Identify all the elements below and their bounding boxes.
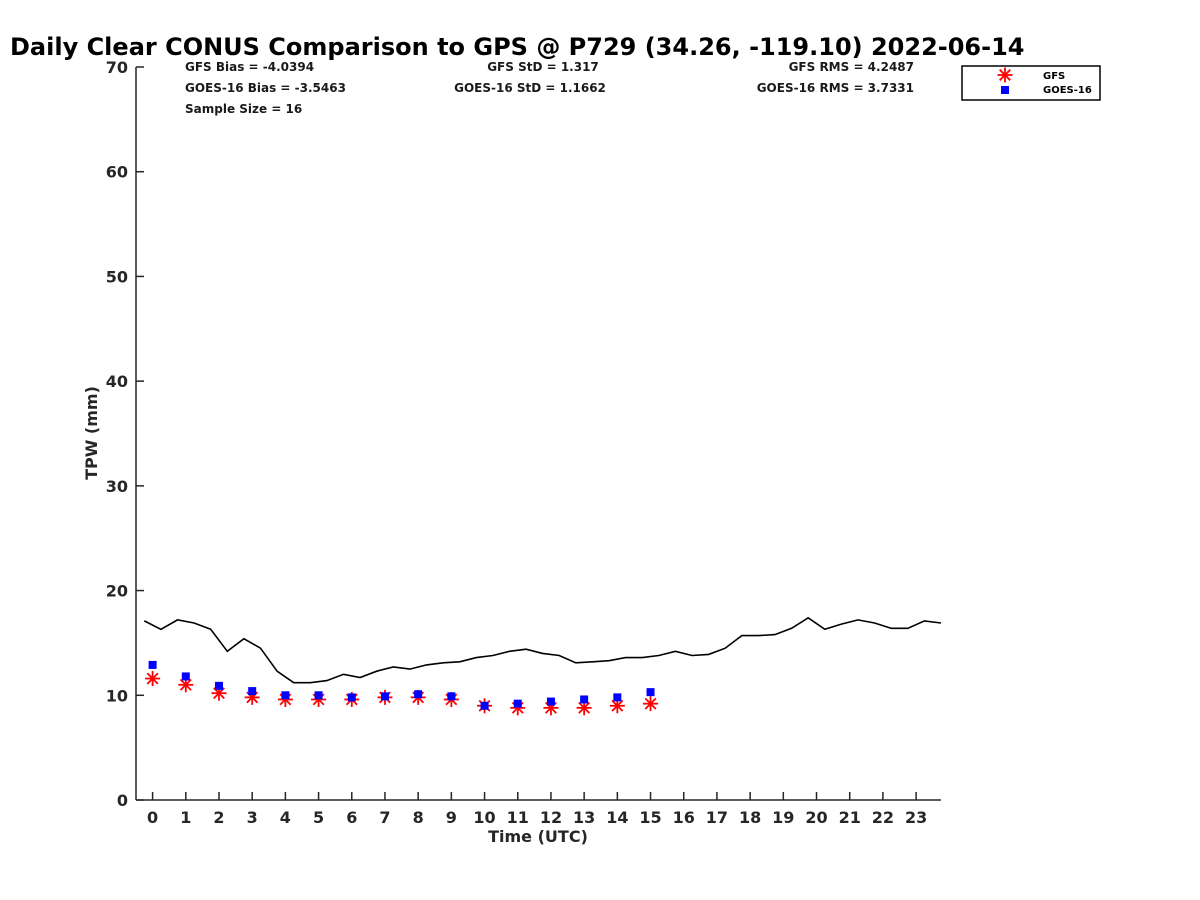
x-tick-label: 0 bbox=[147, 808, 158, 827]
goes-point bbox=[281, 691, 290, 700]
x-tick-label: 1 bbox=[180, 808, 191, 827]
x-tick-label: 20 bbox=[805, 808, 827, 827]
y-axis-label: TPW (mm) bbox=[82, 386, 101, 480]
x-tick-label: 13 bbox=[573, 808, 595, 827]
x-tick-label: 9 bbox=[446, 808, 457, 827]
stat-goes-bias: GOES-16 Bias = -3.5463 bbox=[185, 81, 346, 95]
y-tick-label: 70 bbox=[106, 58, 128, 77]
y-tick-label: 20 bbox=[106, 582, 128, 601]
x-tick-label: 2 bbox=[213, 808, 224, 827]
x-tick-label: 18 bbox=[739, 808, 761, 827]
x-tick-label: 17 bbox=[706, 808, 728, 827]
goes-point bbox=[513, 699, 522, 708]
goes-point bbox=[414, 690, 423, 699]
goes-point bbox=[148, 660, 157, 669]
stat-gfs-std: GFS StD = 1.317 bbox=[487, 60, 599, 74]
x-tick-label: 22 bbox=[872, 808, 894, 827]
chart-title: Daily Clear CONUS Comparison to GPS @ P7… bbox=[10, 33, 1024, 61]
y-tick-label: 30 bbox=[106, 477, 128, 496]
gfs-point bbox=[643, 696, 659, 712]
y-tick-label: 10 bbox=[106, 686, 128, 705]
goes-point bbox=[314, 691, 323, 700]
x-tick-label: 14 bbox=[606, 808, 628, 827]
x-tick-label: 16 bbox=[673, 808, 695, 827]
stat-sample-size: Sample Size = 16 bbox=[185, 102, 302, 116]
goes-point bbox=[380, 692, 389, 701]
goes-point bbox=[646, 688, 655, 697]
goes-point bbox=[181, 672, 190, 681]
x-tick-label: 15 bbox=[639, 808, 661, 827]
legend-gfs-label: GFS bbox=[1043, 71, 1065, 82]
goes-point bbox=[447, 692, 456, 701]
x-tick-label: 10 bbox=[473, 808, 495, 827]
y-tick-label: 50 bbox=[106, 267, 128, 286]
goes-point bbox=[480, 701, 489, 710]
x-tick-label: 21 bbox=[839, 808, 861, 827]
stat-gfs-bias: GFS Bias = -4.0394 bbox=[185, 60, 314, 74]
legend-goes-marker bbox=[1001, 86, 1009, 94]
goes-point bbox=[580, 695, 589, 704]
legend-box bbox=[961, 65, 1101, 101]
x-tick-label: 5 bbox=[313, 808, 324, 827]
legend-gfs-marker bbox=[997, 67, 1013, 83]
gps-line bbox=[143, 616, 942, 684]
y-tick-label: 60 bbox=[106, 163, 128, 182]
x-tick-label: 3 bbox=[247, 808, 258, 827]
x-tick-label: 6 bbox=[346, 808, 357, 827]
x-tick-label: 7 bbox=[379, 808, 390, 827]
x-tick-label: 4 bbox=[280, 808, 291, 827]
legend-goes-label: GOES-16 bbox=[1043, 85, 1092, 96]
goes-point bbox=[347, 693, 356, 702]
gfs-point bbox=[145, 671, 161, 687]
y-tick-label: 40 bbox=[106, 372, 128, 391]
legend: GFS GOES-16 bbox=[961, 65, 1101, 101]
x-tick-label: 8 bbox=[413, 808, 424, 827]
stat-goes-std: GOES-16 StD = 1.1662 bbox=[454, 81, 606, 95]
goes-point bbox=[248, 687, 257, 696]
x-tick-label: 23 bbox=[905, 808, 927, 827]
goes-point bbox=[214, 681, 223, 690]
x-tick-label: 12 bbox=[540, 808, 562, 827]
x-tick-label: 19 bbox=[772, 808, 794, 827]
legend-gfs-asterisk bbox=[997, 67, 1013, 83]
x-axis-label: Time (UTC) bbox=[488, 827, 588, 846]
y-tick-label: 0 bbox=[117, 791, 128, 810]
goes-point bbox=[546, 697, 555, 706]
stat-gfs-rms: GFS RMS = 4.2487 bbox=[789, 60, 914, 74]
x-tick-label: 11 bbox=[507, 808, 529, 827]
stat-goes-rms: GOES-16 RMS = 3.7331 bbox=[757, 81, 914, 95]
goes-point bbox=[613, 693, 622, 702]
